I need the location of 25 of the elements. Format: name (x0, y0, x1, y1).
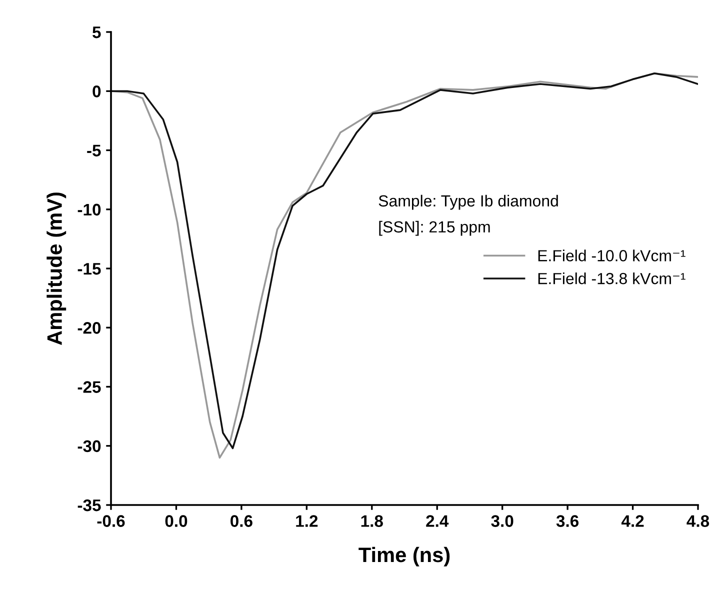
y-axis-title: Amplitude (mV) (46, 192, 66, 345)
x-tick-label: 0.6 (230, 515, 252, 527)
annotation: Sample: Type Ib diamond (378, 194, 558, 210)
x-tick-label: -0.6 (97, 515, 125, 527)
y-tick-label: -15 (78, 263, 101, 275)
x-tick-label: 1.8 (361, 515, 383, 527)
y-tick-label: -25 (78, 381, 101, 393)
y-tick-label: 0 (92, 86, 101, 98)
y-tick-label: -20 (78, 322, 101, 334)
x-tick-label: 1.2 (296, 515, 318, 527)
x-tick-label: 2.4 (426, 515, 449, 527)
x-tick-label: 4.2 (621, 515, 644, 527)
x-tick-label: 0.0 (165, 515, 188, 527)
x-axis-title: Time (ns) (358, 546, 450, 566)
y-tick-label: 5 (92, 26, 101, 38)
y-tick-label: -5 (87, 144, 101, 156)
y-tick-label: -30 (78, 440, 101, 452)
x-tick-label: 4.8 (686, 515, 710, 527)
x-tick-label: 3.6 (556, 515, 579, 527)
annotation: [SSN]: 215 ppm (379, 220, 490, 236)
y-tick-label: -10 (78, 204, 101, 216)
legend-label: E.Field -13.8 kVcm⁻¹ (538, 272, 686, 284)
x-tick-label: 3.0 (491, 515, 514, 527)
y-tick-label: -35 (78, 499, 101, 512)
legend-label: E.Field -10.0 kVcm⁻¹ (538, 250, 686, 262)
